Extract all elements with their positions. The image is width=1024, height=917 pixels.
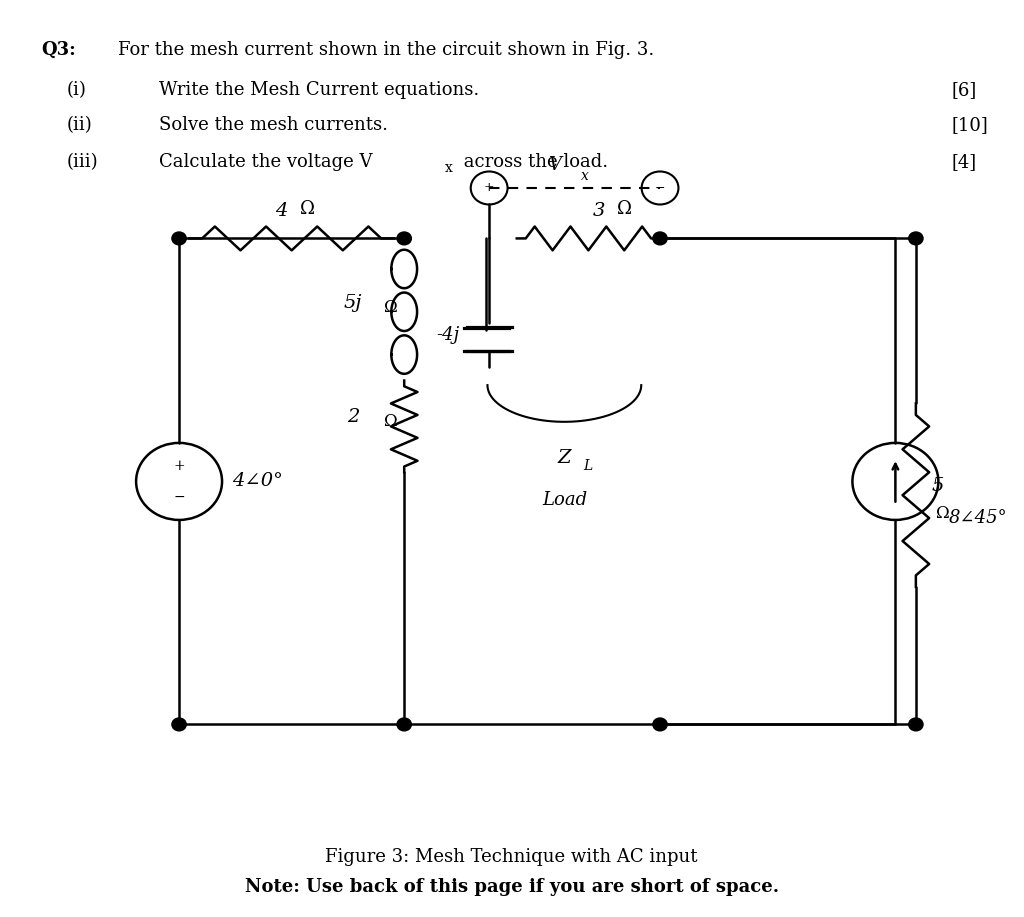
Text: 5: 5 — [931, 477, 943, 495]
Text: Note: Use back of this page if you are short of space.: Note: Use back of this page if you are s… — [245, 878, 778, 897]
Text: L: L — [583, 458, 592, 472]
Text: across the load.: across the load. — [459, 153, 608, 171]
Text: [4]: [4] — [951, 153, 977, 171]
Text: For the mesh current shown in the circuit shown in Fig. 3.: For the mesh current shown in the circui… — [118, 41, 654, 60]
Circle shape — [653, 718, 668, 731]
Circle shape — [172, 718, 186, 731]
Text: Write the Mesh Current equations.: Write the Mesh Current equations. — [159, 81, 479, 99]
Text: [10]: [10] — [951, 116, 988, 135]
Text: 5j: 5j — [344, 293, 362, 312]
Text: (iii): (iii) — [67, 153, 98, 171]
Text: x: x — [581, 170, 589, 183]
Text: Ω: Ω — [384, 299, 397, 315]
Text: −: − — [654, 182, 666, 194]
Text: Ω: Ω — [299, 200, 314, 218]
Text: Load: Load — [542, 491, 587, 509]
Text: Ω: Ω — [936, 505, 950, 522]
Circle shape — [172, 232, 186, 245]
Text: (ii): (ii) — [67, 116, 92, 135]
Text: 3: 3 — [593, 202, 605, 220]
Text: Solve the mesh currents.: Solve the mesh currents. — [159, 116, 388, 135]
Text: Q3:: Q3: — [41, 41, 76, 60]
Text: x: x — [445, 161, 453, 175]
Text: +: + — [173, 459, 185, 473]
Text: Figure 3: Mesh Technique with AC input: Figure 3: Mesh Technique with AC input — [326, 848, 698, 867]
Text: Calculate the voltage V: Calculate the voltage V — [159, 153, 372, 171]
Text: 2: 2 — [347, 408, 359, 426]
Circle shape — [397, 232, 412, 245]
Circle shape — [908, 718, 923, 731]
Text: Z: Z — [558, 449, 571, 468]
Text: [6]: [6] — [951, 81, 977, 99]
Text: (i): (i) — [67, 81, 86, 99]
Text: −: − — [173, 490, 185, 503]
Text: +: + — [483, 182, 495, 194]
Text: Ω: Ω — [384, 414, 397, 430]
Text: 4∠0°: 4∠0° — [232, 472, 284, 491]
Circle shape — [908, 232, 923, 245]
Text: 8∠45°: 8∠45° — [948, 509, 1008, 527]
Text: Ω: Ω — [616, 200, 632, 218]
Text: V: V — [548, 156, 560, 174]
Circle shape — [397, 718, 412, 731]
Circle shape — [653, 232, 668, 245]
Text: -4j: -4j — [436, 326, 460, 344]
Text: 4: 4 — [275, 202, 288, 220]
